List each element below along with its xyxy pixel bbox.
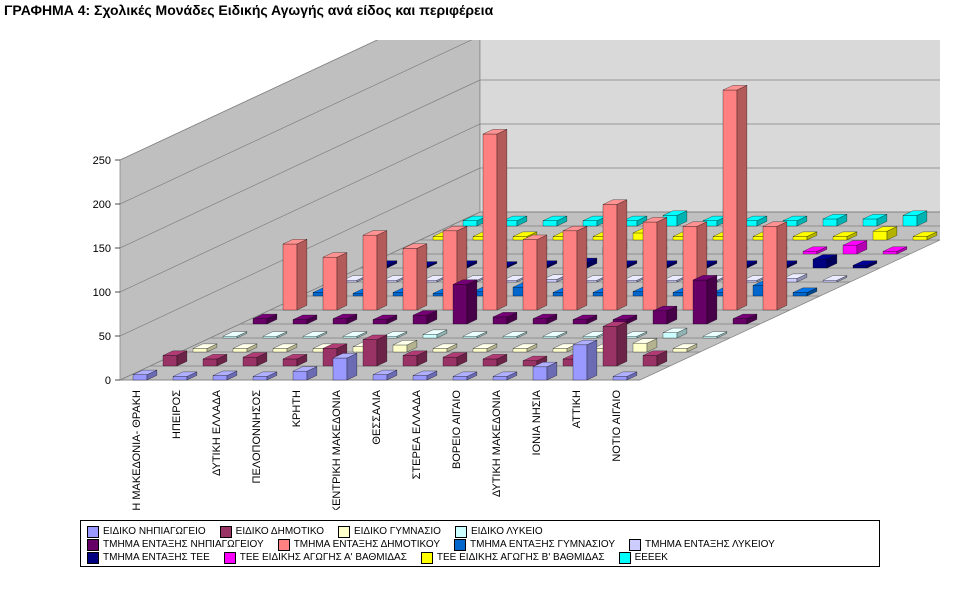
bar — [333, 353, 357, 380]
legend-swatch — [220, 526, 232, 538]
bar — [323, 253, 347, 310]
legend-swatch — [87, 539, 99, 551]
bar — [403, 244, 427, 310]
legend-item: ΕΙΔΙΚΟ ΓΥΜΝΑΣΙΟ — [338, 525, 441, 538]
x-tick-label: ΑΝΑΤΟΛΙΚΗ ΜΑΚΕΔΟΝΙΑ- ΘΡΑΚΗ — [131, 390, 143, 510]
bar — [573, 340, 597, 380]
page: ΓΡΑΦΗΜΑ 4: Σχολικές Μονάδες Ειδικής Αγωγ… — [0, 0, 960, 603]
bar — [523, 235, 547, 310]
legend-swatch — [278, 539, 290, 551]
bar3d-plot: 0 50 100 150 200 250 ΑΝΑΤΟΛΙΚΗ ΜΑΚΕΔΟΝΙΑ- ΘΡΑΚ… — [20, 40, 940, 510]
legend-item: ΤΕΕ ΕΙΔΙΚΗΣ ΑΓΩΓΗΣ Β' ΒΑΘΜΙΔΑΣ — [421, 551, 605, 564]
legend-item: ΤΜΗΜΑ ΕΝΤΑΞΗΣ ΝΗΠΙΑΓΩΓΕΙΟΥ — [87, 538, 264, 551]
bar — [643, 217, 667, 310]
bar — [603, 200, 627, 310]
x-tick-label: ΠΕΛΟΠΟΝΝΗΣΟΣ — [251, 390, 263, 484]
chart-area: 0 50 100 150 200 250 ΑΝΑΤΟΛΙΚΗ ΜΑΚΕΔΟΝΙΑ- ΘΡΑΚ… — [20, 40, 940, 510]
x-tick-label: ΣΤΕΡΕΑ ΕΛΛΑΔΑ — [411, 389, 423, 479]
y-tick-label: 0 — [105, 375, 111, 387]
y-tick-label: 100 — [93, 287, 111, 299]
bar — [563, 226, 587, 310]
legend-label: ΤΕΕ ΕΙΔΙΚΗΣ ΑΓΩΓΗΣ Β' ΒΑΘΜΙΔΑΣ — [437, 551, 605, 564]
legend-label: ΤΜΗΜΑ ΕΝΤΑΞΗΣ ΤΕΕ — [103, 551, 210, 564]
legend-swatch — [421, 552, 433, 564]
bar — [363, 335, 387, 366]
legend-swatch — [619, 552, 631, 564]
x-tick-label: ΚΕΝΤΡΙΚΗ ΜΑΚΕΔΟΝΙΑ — [331, 389, 343, 510]
legend-label: ΤΜΗΜΑ ΕΝΤΑΞΗΣ ΛΥΚΕΙΟΥ — [645, 538, 775, 551]
legend-item: ΤΜΗΜΑ ΕΝΤΑΞΗΣ ΤΕΕ — [87, 551, 210, 564]
bar — [283, 239, 307, 310]
legend-item: ΤΜΗΜΑ ΕΝΤΑΞΗΣ ΔΗΜΟΤΙΚΟΥ — [278, 538, 440, 551]
legend-row: ΕΙΔΙΚΟ ΝΗΠΙΑΓΩΓΕΙΟ ΕΙΔΙΚΟ ΔΗΜΟΤΙΚΟ ΕΙΔΙΚΟ … — [87, 525, 873, 538]
legend: ΕΙΔΙΚΟ ΝΗΠΙΑΓΩΓΕΙΟ ΕΙΔΙΚΟ ΔΗΜΟΤΙΚΟ ΕΙΔΙΚΟ … — [80, 520, 880, 567]
legend-label: ΕΕΕΕΚ — [635, 551, 668, 564]
legend-item: ΕΙΔΙΚΟ ΔΗΜΟΤΙΚΟ — [220, 525, 324, 538]
bar — [363, 231, 387, 310]
y-tick-label: 50 — [99, 331, 111, 343]
legend-item: ΕΙΔΙΚΟ ΛΥΚΕΙΟ — [455, 525, 543, 538]
x-tick-label: ΝΟΤΙΟ ΑΙΓΑΙΟ — [611, 390, 623, 462]
legend-item: ΤΜΗΜΑ ΕΝΤΑΞΗΣ ΓΥΜΝΑΣΙΟΥ — [454, 538, 615, 551]
legend-label: ΤΜΗΜΑ ΕΝΤΑΞΗΣ ΓΥΜΝΑΣΙΟΥ — [470, 538, 615, 551]
chart-title: ΓΡΑΦΗΜΑ 4: Σχολικές Μονάδες Ειδικής Αγωγ… — [4, 2, 493, 18]
legend-label: ΕΙΔΙΚΟ ΛΥΚΕΙΟ — [471, 525, 543, 538]
back-wall — [480, 40, 940, 212]
legend-row: ΤΜΗΜΑ ΕΝΤΑΞΗΣ ΝΗΠΙΑΓΩΓΕΙΟΥ ΤΜΗΜΑ ΕΝΤΑΞΗΣ … — [87, 538, 873, 551]
legend-swatch — [454, 539, 466, 551]
y-tick-label: 150 — [93, 243, 111, 255]
legend-label: ΤΜΗΜΑ ΕΝΤΑΞΗΣ ΝΗΠΙΑΓΩΓΕΙΟΥ — [103, 538, 264, 551]
legend-label: ΕΙΔΙΚΟ ΝΗΠΙΑΓΩΓΕΙΟ — [103, 525, 206, 538]
legend-swatch — [338, 526, 350, 538]
x-tick-label: ΒΟΡΕΙΟ ΑΙΓΑΙΟ — [451, 390, 463, 469]
legend-item: ΤΜΗΜΑ ΕΝΤΑΞΗΣ ΛΥΚΕΙΟΥ — [629, 538, 775, 551]
legend-item: ΤΕΕ ΕΙΔΙΚΗΣ ΑΓΩΓΗΣ Α' ΒΑΘΜΙΔΑΣ — [224, 551, 407, 564]
legend-row: ΤΜΗΜΑ ΕΝΤΑΞΗΣ ΤΕΕ ΤΕΕ ΕΙΔΙΚΗΣ ΑΓΩΓΗΣ Α' Β… — [87, 551, 873, 564]
legend-item: ΕΕΕΕΚ — [619, 551, 668, 564]
x-tick-label: ΙΟΝΙΑ ΝΗΣΙΑ — [531, 389, 543, 455]
bar — [453, 280, 477, 324]
x-tick-label: ΔΥΤΙΚΗ ΜΑΚΕΔΟΝΙΑ — [491, 389, 503, 497]
legend-label: ΕΙΔΙΚΟ ΓΥΜΝΑΣΙΟ — [354, 525, 441, 538]
bar — [763, 222, 787, 310]
x-tick-label: ΑΤΤΙΚΗ — [571, 390, 583, 428]
x-tick-label: ΗΠΕΙΡΟΣ — [171, 390, 183, 439]
x-tick-label: ΘΕΣΣΑΛΙΑ — [371, 389, 383, 444]
legend-label: ΤΜΗΜΑ ΕΝΤΑΞΗΣ ΔΗΜΟΤΙΚΟΥ — [294, 538, 440, 551]
y-tick-label: 200 — [93, 199, 111, 211]
bar — [693, 275, 717, 324]
legend-swatch — [87, 526, 99, 538]
bar — [483, 129, 507, 310]
x-tick-label: ΔΥΤΙΚΗ ΕΛΛΑΔΑ — [211, 389, 223, 476]
legend-swatch — [224, 552, 236, 564]
legend-label: ΤΕΕ ΕΙΔΙΚΗΣ ΑΓΩΓΗΣ Α' ΒΑΘΜΙΔΑΣ — [240, 551, 407, 564]
bar — [603, 322, 627, 366]
legend-item: ΕΙΔΙΚΟ ΝΗΠΙΑΓΩΓΕΙΟ — [87, 525, 206, 538]
y-tick-label: 250 — [93, 155, 111, 167]
legend-swatch — [87, 552, 99, 564]
x-tick-label: ΚΡΗΤΗ — [291, 390, 303, 427]
bar — [723, 85, 747, 310]
legend-swatch — [629, 539, 641, 551]
legend-label: ΕΙΔΙΚΟ ΔΗΜΟΤΙΚΟ — [236, 525, 324, 538]
legend-swatch — [455, 526, 467, 538]
